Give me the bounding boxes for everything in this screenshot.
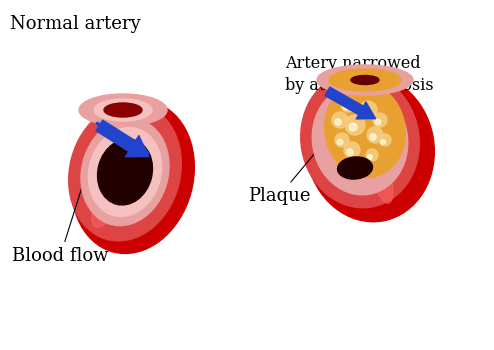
Ellipse shape bbox=[72, 100, 194, 253]
Ellipse shape bbox=[81, 118, 169, 226]
Text: Normal artery: Normal artery bbox=[10, 15, 141, 33]
Circle shape bbox=[347, 149, 353, 155]
Circle shape bbox=[375, 119, 381, 125]
Circle shape bbox=[359, 101, 377, 119]
Circle shape bbox=[379, 134, 391, 146]
Circle shape bbox=[332, 112, 348, 128]
Ellipse shape bbox=[104, 103, 142, 117]
Ellipse shape bbox=[312, 85, 408, 195]
Circle shape bbox=[335, 133, 349, 147]
Ellipse shape bbox=[306, 74, 434, 222]
Circle shape bbox=[337, 139, 343, 145]
Circle shape bbox=[344, 142, 360, 158]
Ellipse shape bbox=[351, 76, 379, 84]
Circle shape bbox=[370, 134, 376, 140]
Ellipse shape bbox=[97, 139, 153, 205]
Ellipse shape bbox=[317, 65, 413, 95]
Ellipse shape bbox=[92, 177, 123, 228]
Circle shape bbox=[341, 98, 355, 112]
Text: Artery narrowed
by atherosclerosis: Artery narrowed by atherosclerosis bbox=[285, 55, 434, 94]
Circle shape bbox=[353, 158, 367, 172]
Circle shape bbox=[349, 123, 357, 131]
FancyArrowPatch shape bbox=[96, 120, 149, 157]
Ellipse shape bbox=[88, 128, 162, 216]
Ellipse shape bbox=[94, 99, 152, 121]
Circle shape bbox=[345, 115, 365, 135]
Ellipse shape bbox=[371, 153, 393, 203]
Circle shape bbox=[367, 127, 383, 143]
Circle shape bbox=[373, 113, 387, 127]
Ellipse shape bbox=[337, 157, 372, 179]
Ellipse shape bbox=[69, 103, 181, 241]
Circle shape bbox=[380, 140, 385, 145]
Circle shape bbox=[335, 119, 341, 125]
Circle shape bbox=[363, 108, 370, 116]
Ellipse shape bbox=[301, 72, 419, 208]
Circle shape bbox=[366, 149, 378, 161]
Ellipse shape bbox=[79, 94, 167, 126]
Circle shape bbox=[368, 155, 372, 159]
Circle shape bbox=[343, 104, 349, 110]
Ellipse shape bbox=[329, 69, 401, 91]
Text: Blood flow: Blood flow bbox=[12, 133, 109, 265]
Circle shape bbox=[355, 164, 361, 170]
FancyArrowPatch shape bbox=[325, 87, 375, 119]
Ellipse shape bbox=[325, 83, 405, 177]
Text: Plaque: Plaque bbox=[248, 137, 328, 205]
